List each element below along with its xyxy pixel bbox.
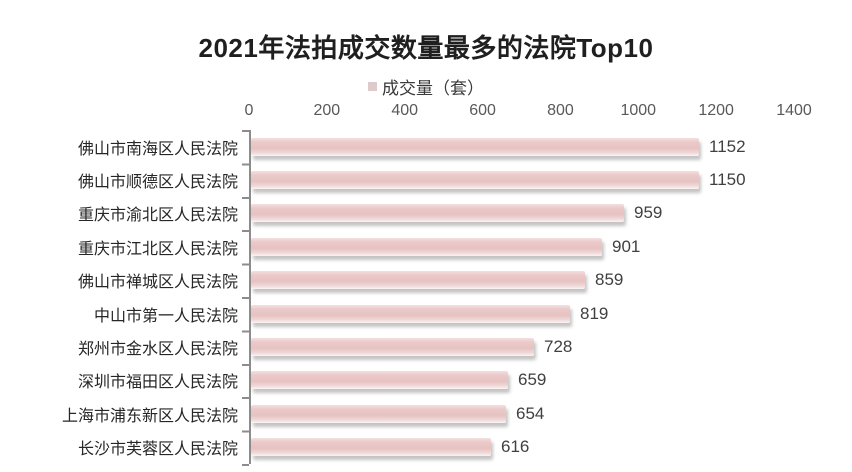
value-label: 1150	[709, 170, 746, 190]
value-label: 728	[544, 337, 573, 357]
x-axis: 0 200 400 600 800 1000 1200 1400	[245, 100, 852, 120]
bar-track: 859	[249, 263, 852, 297]
chart-title: 2021年法拍成交数量最多的法院Top10	[198, 33, 654, 63]
x-axis-tick-label: 600	[469, 102, 496, 119]
bar	[251, 237, 602, 256]
bar	[251, 137, 699, 156]
bar	[251, 171, 699, 190]
category-label: 佛山市顺德区人民法院	[77, 174, 238, 192]
value-label: 654	[516, 403, 545, 423]
bar-row: 郑州市金水区人民法院 728	[0, 330, 852, 364]
bar-row: 佛山市南海区人民法院 1152	[0, 130, 852, 164]
bar-row: 中山市第一人民法院 819	[0, 296, 852, 331]
bar-track: 654	[249, 397, 852, 431]
value-label: 859	[595, 270, 624, 290]
value-label: 819	[580, 303, 609, 323]
bar	[251, 438, 491, 457]
bar-track: 728	[249, 330, 852, 364]
bar	[251, 204, 624, 223]
category-label: 重庆市江北区人民法院	[77, 240, 238, 258]
bar-row: 重庆市江北区人民法院 901	[0, 230, 852, 264]
bar-track: 959	[249, 196, 852, 231]
bar-track: 659	[249, 363, 852, 398]
plot-area: 佛山市南海区人民法院 1152 佛山市顺德区人民法院 1150 重庆市渝北区人民…	[0, 130, 852, 466]
bar	[251, 338, 534, 357]
x-axis-tick-label: 800	[547, 102, 574, 119]
category-label: 长沙市芙蓉区人民法院	[77, 441, 238, 459]
value-label: 1152	[709, 136, 746, 156]
y-axis-ticks	[242, 130, 249, 466]
bar-row: 佛山市顺德区人民法院 1150	[0, 163, 852, 197]
legend-label: 成交量（套）	[382, 78, 484, 98]
bar-track: 1152	[249, 130, 852, 164]
x-axis-tick-label: 200	[313, 102, 341, 119]
x-axis-tick-label: 1000	[620, 102, 657, 119]
bar-track: 616	[249, 430, 852, 464]
category-label: 郑州市金水区人民法院	[77, 341, 238, 359]
x-axis-tick-label: 1200	[698, 102, 734, 119]
category-label: 上海市浦东新区人民法院	[61, 407, 238, 425]
value-label: 901	[612, 236, 641, 256]
bar	[251, 371, 508, 390]
bar	[251, 404, 506, 423]
bar	[251, 304, 570, 323]
x-axis-tick-label: 400	[391, 102, 419, 119]
category-label: 中山市第一人民法院	[93, 307, 238, 325]
category-label: 重庆市渝北区人民法院	[77, 207, 238, 225]
bar-track: 1150	[249, 163, 852, 197]
bar-row: 佛山市禅城区人民法院 859	[0, 263, 852, 297]
value-label: 959	[634, 203, 663, 223]
category-label: 佛山市禅城区人民法院	[77, 274, 238, 292]
value-label: 659	[518, 370, 547, 390]
bar-row: 重庆市渝北区人民法院 959	[0, 196, 852, 231]
category-label: 深圳市福田区人民法院	[77, 374, 238, 392]
bar-row: 长沙市芙蓉区人民法院 616	[0, 430, 852, 464]
x-axis-tick-label: 1400	[776, 102, 812, 119]
bar-row: 上海市浦东新区人民法院 654	[0, 397, 852, 431]
legend: 成交量（套）	[0, 76, 852, 98]
bar	[251, 271, 585, 290]
x-axis-tick-label: 0	[244, 102, 254, 119]
category-label: 佛山市南海区人民法院	[77, 140, 238, 158]
value-label: 616	[501, 437, 530, 457]
legend-swatch-icon	[368, 81, 377, 91]
bar-track: 819	[249, 296, 852, 331]
bar-row: 深圳市福田区人民法院 659	[0, 363, 852, 398]
bar-track: 901	[249, 230, 852, 264]
